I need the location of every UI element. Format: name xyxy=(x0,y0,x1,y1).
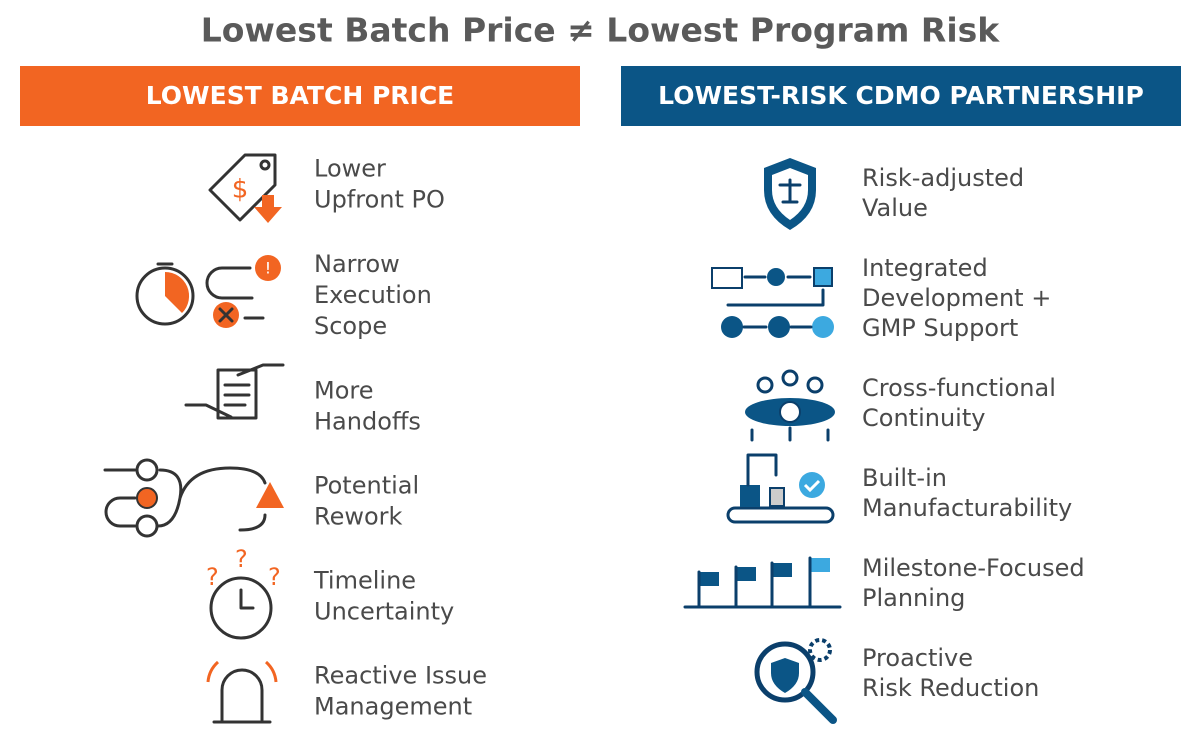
handoff-icon xyxy=(184,363,285,420)
rework-icon xyxy=(103,458,284,538)
svg-text:!: ! xyxy=(265,259,271,278)
team-icon xyxy=(745,369,835,442)
alarm-icon xyxy=(206,660,278,724)
item-label: Narrow xyxy=(314,250,400,278)
item-label: Timeline xyxy=(313,567,416,595)
item-label: Execution xyxy=(314,281,432,309)
svg-text:?: ? xyxy=(235,545,248,573)
manufacturing-icon xyxy=(726,453,835,524)
item-label: Rework xyxy=(314,503,403,531)
item-label: Handoffs xyxy=(314,408,421,436)
title: Lowest Batch Price ≠ Lowest Program Risk xyxy=(201,11,1001,50)
item-label: Planning xyxy=(862,584,965,612)
integrated-icon xyxy=(711,267,834,338)
item-label: Value xyxy=(862,194,928,222)
milestones-icon xyxy=(683,556,842,609)
timeline-icon: ??? xyxy=(206,545,281,640)
item-label: Scope xyxy=(314,312,387,340)
item-label: Cross-functional xyxy=(862,374,1056,402)
item-label: GMP Support xyxy=(862,314,1018,342)
left-header: LOWEST BATCH PRICE xyxy=(146,81,455,110)
item-label: Proactive xyxy=(862,644,973,672)
svg-text:?: ? xyxy=(206,563,219,591)
right-header-box xyxy=(621,66,1181,126)
item-label: Development + xyxy=(862,284,1051,312)
item-label: Risk-adjusted xyxy=(862,164,1024,192)
price-tag-icon: $ xyxy=(208,153,282,223)
item-label: Potential xyxy=(314,472,419,500)
icons-right xyxy=(683,158,842,724)
item-label: More xyxy=(314,377,374,405)
item-label: Risk Reduction xyxy=(862,674,1039,702)
item-label: Uncertainty xyxy=(314,598,454,626)
shield-icon xyxy=(764,158,816,230)
item-label: Reactive Issue xyxy=(314,662,487,690)
item-label: Milestone-Focused xyxy=(862,554,1085,582)
item-label: Continuity xyxy=(862,404,985,432)
item-label: Lower xyxy=(314,155,386,183)
left-header-box xyxy=(20,66,580,126)
item-label: Upfront PO xyxy=(314,186,445,214)
item-label: Integrated xyxy=(862,254,988,282)
right-header: LOWEST-RISK CDMO PARTNERSHIP xyxy=(658,81,1144,110)
magnifier-icon xyxy=(754,638,837,724)
svg-text:$: $ xyxy=(232,175,249,205)
item-label: Manufacturability xyxy=(862,494,1072,522)
stopwatch-icon: ! xyxy=(135,255,281,328)
item-label: Management xyxy=(314,693,472,721)
item-label: Built-in xyxy=(862,464,947,492)
svg-text:?: ? xyxy=(268,563,281,591)
icons-left: $ ! ??? xyxy=(103,153,285,724)
